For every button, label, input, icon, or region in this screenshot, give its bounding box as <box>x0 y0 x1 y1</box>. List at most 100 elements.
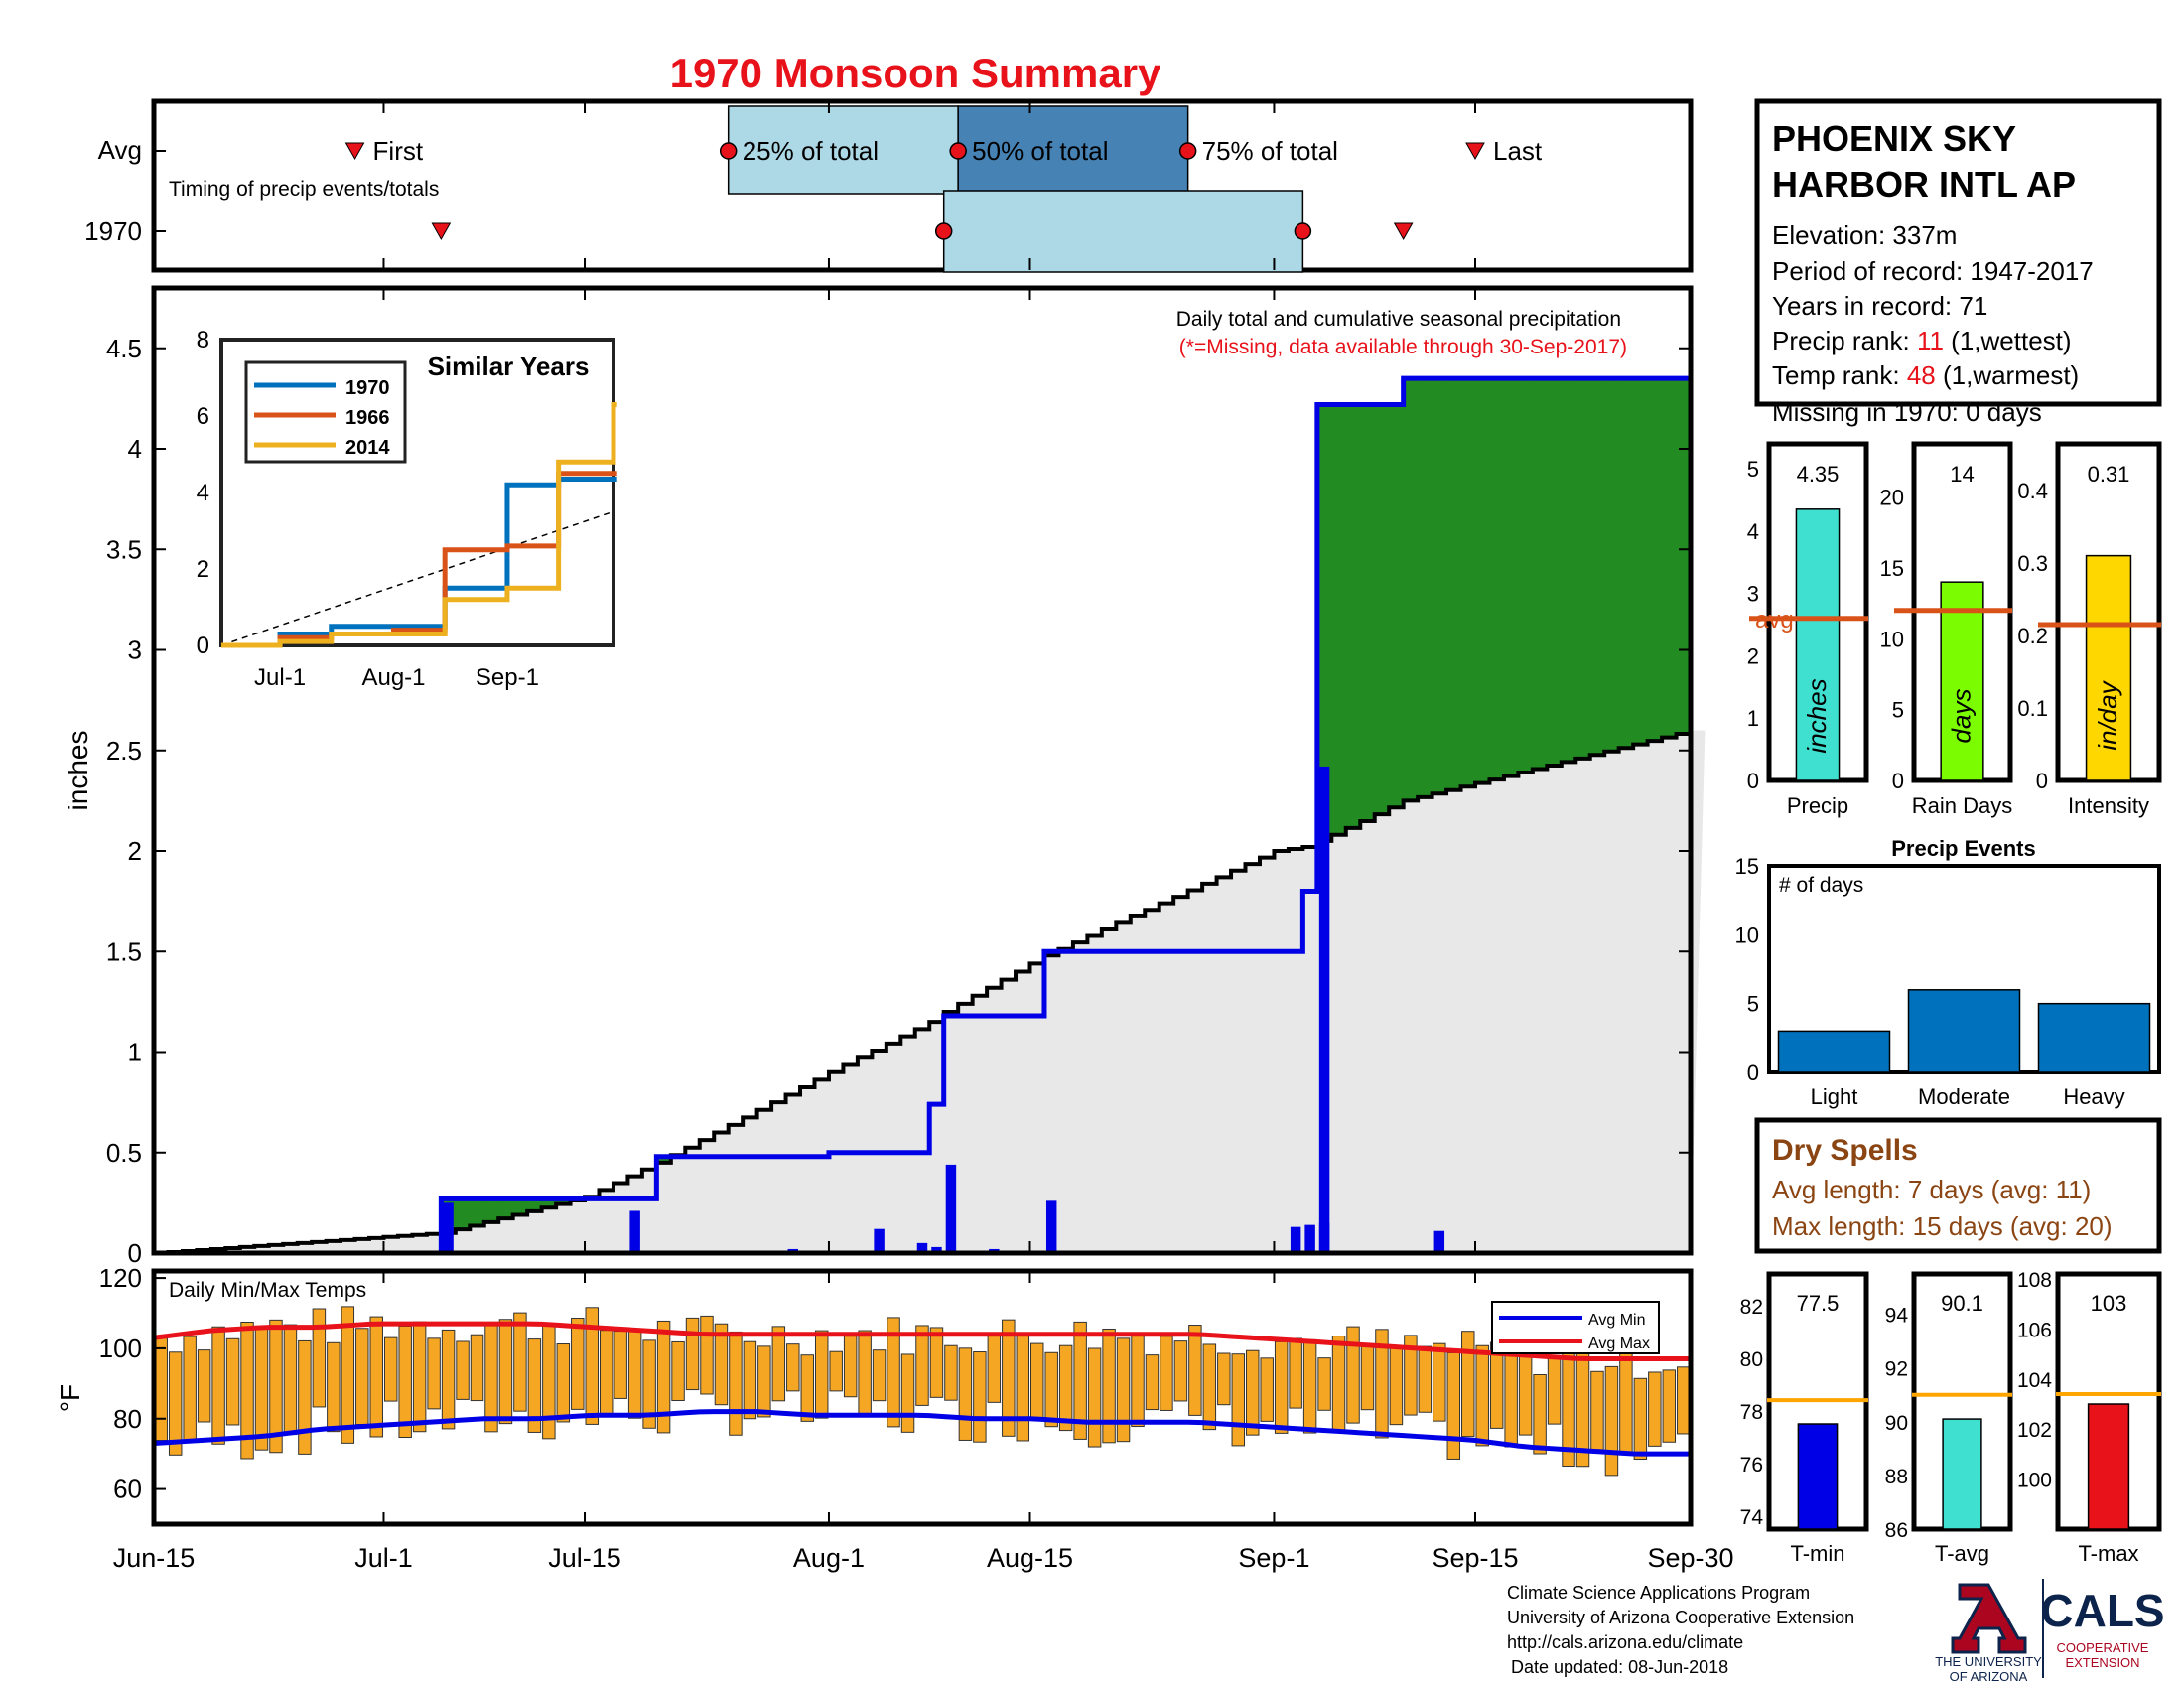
precip-stat-value: 4.35 <box>1797 462 1840 487</box>
footer-line: Date updated: 08-Jun-2018 <box>1511 1657 1728 1677</box>
temp-bar <box>1102 1328 1116 1444</box>
missing-note: (*=Missing, data available through 30-Se… <box>1179 336 1627 358</box>
daily-precip-bar <box>931 1246 942 1253</box>
tavg-ytick: 92 <box>1885 1358 1908 1381</box>
ytick-label: 4 <box>128 434 142 464</box>
intensity-stat-value: 0.31 <box>2088 462 2130 487</box>
temp-bar <box>1002 1319 1016 1437</box>
avg-cumulative-line <box>154 732 1691 1255</box>
ytick-label: 3 <box>128 635 142 665</box>
temp-legend <box>1491 1301 1660 1354</box>
departure-fill <box>1489 378 1505 780</box>
xtick-label: Sep-15 <box>1432 1543 1518 1573</box>
events-bar <box>1777 1030 1891 1073</box>
ua-text: THE UNIVERSITY <box>1935 1654 2042 1669</box>
inset-ytick: 2 <box>197 556 209 583</box>
tmax-ytick: 104 <box>2017 1369 2052 1392</box>
departure-fill <box>1547 378 1563 766</box>
raindays-stat-ytick: 10 <box>1880 627 1904 651</box>
intensity-stat-ytick: 0.1 <box>2017 696 2048 721</box>
y-axis-label: inches <box>63 731 93 811</box>
temp-bar <box>843 1336 858 1398</box>
daily-precip-bar <box>945 1164 957 1253</box>
temp-bar <box>1590 1370 1604 1451</box>
temp-bar <box>642 1339 656 1429</box>
events-ytick: 10 <box>1735 922 1759 947</box>
intensity-stat-ytick: 0.3 <box>2017 551 2048 576</box>
precip-stat-ytick: 0 <box>1747 769 1759 793</box>
precip-stat-ytick: 2 <box>1747 643 1759 668</box>
legend-label: 1966 <box>345 407 390 429</box>
tavg-ytick: 90 <box>1885 1412 1908 1435</box>
temp-bar <box>599 1330 614 1416</box>
temp-bar <box>1246 1349 1260 1436</box>
tavg-ytick: 88 <box>1885 1466 1908 1488</box>
xtick-label: Sep-30 <box>1647 1543 1733 1573</box>
xtick-label: Aug-15 <box>987 1543 1073 1573</box>
temp-bar <box>1418 1345 1433 1413</box>
cals-logo: CALS <box>2040 1585 2164 1636</box>
temp-bar <box>154 1337 168 1442</box>
temp-rank: Temp rank: 48 (1,warmest) <box>1772 360 2079 390</box>
intensity-stat-ytick: 0 <box>2036 769 2048 793</box>
raindays-stat-unit: days <box>1947 689 1977 744</box>
xtick-label: Sep-1 <box>1238 1543 1309 1573</box>
temp-bar <box>1331 1336 1346 1432</box>
temp-bar <box>1160 1336 1173 1411</box>
daily-precip-bar <box>443 1202 454 1253</box>
intensity-stat-label: Intensity <box>2068 793 2149 818</box>
temp-bar <box>412 1321 427 1433</box>
departure-fill <box>1316 404 1332 841</box>
departure-fill <box>1647 378 1663 742</box>
temp-bar <box>1619 1338 1633 1453</box>
departure-fill <box>1403 378 1419 801</box>
raindays-stat-ytick: 0 <box>1892 769 1904 793</box>
temp-bar <box>1504 1352 1518 1448</box>
temp-bar <box>1446 1351 1461 1460</box>
last-marker <box>1465 142 1485 161</box>
inset-line-2014 <box>221 401 617 648</box>
temp-bar <box>470 1334 484 1402</box>
events-category: Light <box>1811 1084 1858 1109</box>
legend-label: 1970 <box>345 377 390 399</box>
temp-bar <box>1274 1340 1289 1434</box>
inset-line-1970 <box>221 477 617 648</box>
temp-bar <box>498 1319 513 1425</box>
tavg-bar <box>1942 1418 1982 1530</box>
dry-spells-box <box>1754 1117 2162 1254</box>
temp-bar <box>929 1327 944 1398</box>
raindays-stat-ytick: 20 <box>1880 486 1904 510</box>
temp-bar <box>1044 1351 1058 1428</box>
ytick-label: 0 <box>128 1238 142 1268</box>
temp-bar <box>1202 1343 1217 1431</box>
daily-precip-bar <box>874 1228 885 1253</box>
station-box <box>1754 98 2162 407</box>
p75-marker <box>1178 142 1197 160</box>
ytick-label: 1.5 <box>106 936 142 966</box>
temps-label: Daily Min/Max Temps <box>169 1279 366 1302</box>
temp-bar <box>369 1316 383 1438</box>
temp-bar <box>1131 1335 1145 1428</box>
temp-bar <box>1217 1352 1231 1406</box>
precip-stat-unit: inches <box>1802 678 1832 753</box>
inset-ytick: 4 <box>197 480 209 506</box>
departure-fill <box>1374 404 1390 815</box>
temp-bar <box>571 1318 585 1410</box>
tmin-ytick: 80 <box>1740 1348 1763 1371</box>
temp-bar <box>1302 1338 1317 1434</box>
temp-bar <box>398 1325 412 1439</box>
tavg-value: 90.1 <box>1941 1291 1983 1316</box>
temp-bar <box>542 1325 556 1440</box>
yr-p25-marker <box>934 222 953 240</box>
temp-bar <box>729 1331 743 1436</box>
daily-precip-bar <box>916 1242 928 1253</box>
temp-bar <box>269 1319 283 1454</box>
temp-bar <box>829 1350 843 1392</box>
temp-bar <box>958 1347 973 1441</box>
departure-fill <box>1432 378 1447 794</box>
temp-bar <box>858 1330 872 1418</box>
avg-label: avg <box>1755 607 1794 633</box>
raindays-stat-ytick: 5 <box>1892 698 1904 723</box>
intensity-stat-ytick: 0.4 <box>2017 479 2048 503</box>
temp-bar <box>1360 1345 1375 1411</box>
